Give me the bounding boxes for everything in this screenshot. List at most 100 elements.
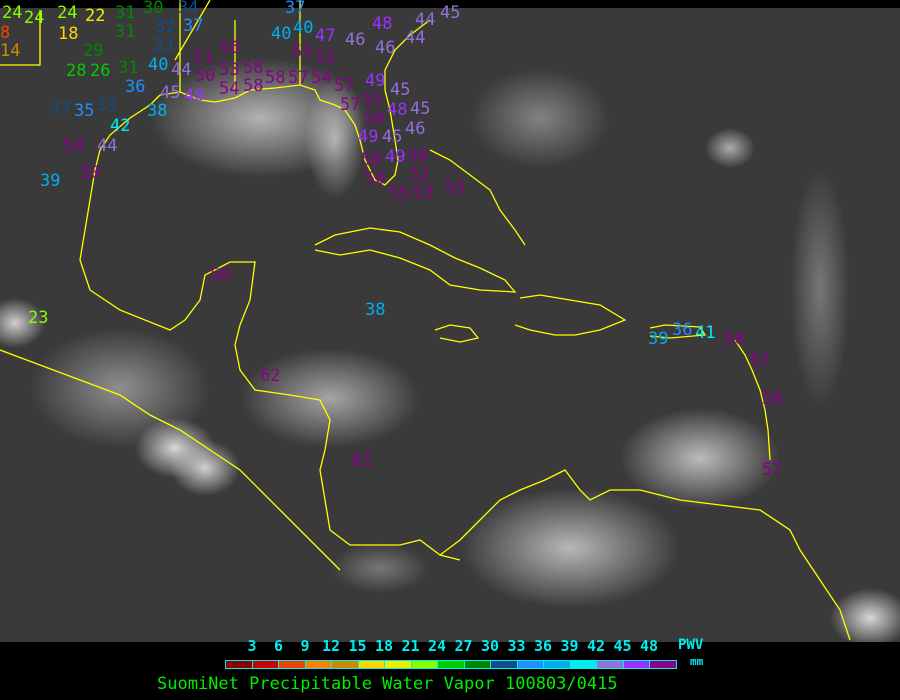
station-pwv-label: 24 — [24, 8, 45, 28]
station-pwv-label: 55 — [389, 184, 410, 204]
jamaica — [434, 324, 480, 343]
legend-tick-label: 27 — [454, 637, 473, 655]
state-borders — [0, 0, 301, 92]
legend-tick-label: 39 — [560, 637, 579, 655]
station-pwv-label: 39 — [648, 329, 669, 349]
station-pwv-label: 22 — [85, 6, 106, 26]
station-pwv-label: 49 — [358, 127, 379, 147]
station-pwv-label: 57 — [340, 95, 361, 115]
station-pwv-label: 8 — [0, 23, 11, 43]
station-pwv-label: 28 — [66, 61, 87, 81]
legend-tick-label: 3 — [247, 637, 257, 655]
legend-color-bar — [225, 660, 677, 669]
station-pwv-label: 46 — [345, 30, 366, 50]
station-pwv-label: 50 — [407, 146, 428, 166]
station-pwv-label: 48 — [387, 100, 408, 120]
legend-tick-label: 45 — [613, 637, 632, 655]
station-pwv-label: 50 — [361, 150, 382, 170]
station-pwv-label: 50 — [365, 169, 386, 189]
legend-unit-pwv: PWV — [678, 637, 704, 653]
legend-tick-label: 36 — [534, 637, 553, 655]
station-pwv-label: 38 — [365, 300, 386, 320]
legend-swatch — [517, 661, 544, 668]
station-pwv-label: 31 — [118, 58, 139, 78]
station-pwv-label: 50 — [80, 163, 101, 183]
station-pwv-label: 50 — [364, 109, 385, 129]
legend-tick-label: 42 — [587, 637, 606, 655]
legend-swatch — [597, 661, 624, 668]
station-pwv-label: 39 — [40, 171, 61, 191]
station-pwv-label: 24 — [57, 3, 78, 23]
legend-swatch — [491, 661, 518, 668]
station-pwv-label: 57 — [762, 460, 783, 480]
station-pwv-label: 40 — [148, 55, 169, 75]
station-pwv-label: 26 — [90, 61, 111, 81]
station-pwv-label: 50 — [210, 265, 231, 285]
station-pwv-label: 24 — [2, 3, 23, 23]
legend-tick-label: 30 — [481, 637, 500, 655]
station-pwv-label: 58 — [762, 389, 783, 409]
legend-unit-mm: mm — [690, 655, 704, 668]
station-pwv-label: 57 — [750, 351, 771, 371]
station-pwv-label: 50 — [195, 66, 216, 86]
station-pwv-label: 40 — [271, 24, 292, 44]
station-pwv-label: 49 — [365, 71, 386, 91]
station-pwv-label: 36 — [672, 320, 693, 340]
station-pwv-label: 61 — [352, 451, 373, 471]
station-pwv-label: 54 — [311, 68, 332, 88]
gulf-coast-texas — [79, 94, 256, 331]
legend-tick-label: 21 — [401, 637, 420, 655]
legend-swatch — [650, 661, 676, 668]
legend-tick-label: 24 — [428, 637, 447, 655]
station-pwv-label: 53 — [413, 183, 434, 203]
legend-swatch — [305, 661, 332, 668]
station-pwv-label: 45 — [382, 127, 403, 147]
station-pwv-label: 55 — [362, 90, 383, 110]
station-pwv-label: 31 — [115, 3, 136, 23]
legend-tick-label: 9 — [300, 637, 310, 655]
legend-tick-label: 6 — [274, 637, 284, 655]
legend-swatch — [252, 661, 279, 668]
legend-swatch — [544, 661, 571, 668]
station-pwv-label: 33 — [50, 98, 71, 118]
station-pwv-label: 49 — [385, 147, 406, 167]
station-pwv-label: 53 — [292, 42, 313, 62]
legend-tick-label: 18 — [375, 637, 394, 655]
legend-swatch — [411, 661, 438, 668]
legend-tick-label: 15 — [348, 637, 367, 655]
south-america — [439, 469, 851, 641]
station-pwv-label: 38 — [147, 101, 168, 121]
station-pwv-label: 34 — [178, 0, 199, 18]
puerto-rico — [649, 324, 707, 339]
station-pwv-label: 37 — [285, 0, 306, 18]
legend-tick-label: 12 — [322, 637, 341, 655]
coastline-overlay — [0, 0, 851, 641]
station-pwv-label: 54 — [219, 79, 240, 99]
station-pwv-label: 56 — [220, 38, 241, 58]
station-pwv-label: 46 — [405, 119, 426, 139]
station-pwv-label: 31 — [115, 22, 136, 42]
legend-swatch — [570, 661, 597, 668]
station-pwv-label: 14 — [0, 41, 21, 61]
gulf-coast-louisiana — [159, 84, 346, 111]
station-pwv-label: 47 — [315, 26, 336, 46]
station-pwv-label: 58 — [243, 76, 264, 96]
station-pwv-label: 53 — [219, 60, 240, 80]
station-pwv-label: 45 — [390, 80, 411, 100]
station-pwv-label: 45 — [440, 3, 461, 23]
station-pwv-label: 44 — [171, 60, 192, 80]
hispaniola — [514, 294, 627, 336]
station-pwv-label: 33 — [153, 36, 174, 56]
legend-tick-label: 33 — [507, 637, 526, 655]
station-pwv-label: 57 — [334, 76, 355, 96]
station-pwv-label: 46 — [375, 38, 396, 58]
central-america — [234, 324, 461, 561]
bahamas — [429, 149, 526, 246]
cuba — [314, 227, 517, 293]
station-pwv-label: 33 — [96, 96, 117, 116]
legend-swatch — [623, 661, 650, 668]
central-america-pacific — [0, 349, 341, 571]
florida — [344, 19, 431, 186]
station-pwv-label: 41 — [695, 323, 716, 343]
